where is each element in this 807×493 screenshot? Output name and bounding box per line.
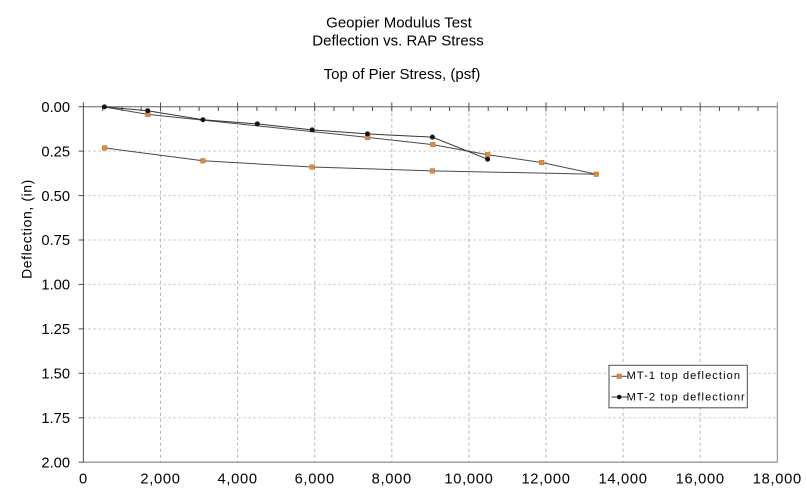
- svg-text:Deflection, (in): Deflection, (in): [19, 179, 35, 279]
- svg-text:12,000: 12,000: [521, 472, 570, 488]
- svg-text:1.00: 1.00: [41, 278, 70, 294]
- svg-text:4,000: 4,000: [217, 472, 257, 488]
- svg-text:0.00: 0.00: [41, 100, 70, 116]
- svg-text:0: 0: [79, 472, 88, 488]
- svg-text:10,000: 10,000: [444, 472, 493, 488]
- svg-text:8,000: 8,000: [372, 472, 412, 488]
- svg-text:1.50: 1.50: [41, 367, 70, 383]
- svg-text:0.50: 0.50: [41, 189, 70, 205]
- svg-text:1.75: 1.75: [41, 411, 70, 427]
- svg-text:2.00: 2.00: [41, 455, 70, 471]
- svg-text:2,000: 2,000: [140, 472, 180, 488]
- svg-text:Top of Pier Stress, (psf): Top of Pier Stress, (psf): [324, 66, 481, 83]
- svg-text:0.75: 0.75: [41, 233, 70, 249]
- svg-text:16,000: 16,000: [676, 472, 725, 488]
- svg-text:Deflection vs. RAP Stress: Deflection vs. RAP Stress: [312, 33, 483, 50]
- svg-text:14,000: 14,000: [599, 472, 648, 488]
- svg-text:MT-2 top deflectionr: MT-2 top deflectionr: [627, 391, 746, 403]
- svg-text:6,000: 6,000: [295, 472, 335, 488]
- svg-text:18,000: 18,000: [753, 472, 802, 488]
- svg-text:1.25: 1.25: [41, 322, 70, 338]
- svg-text:MT-1 top deflection: MT-1 top deflection: [627, 370, 741, 382]
- svg-text:0.25: 0.25: [41, 144, 70, 160]
- svg-text:Geopier Modulus Test: Geopier Modulus Test: [326, 15, 472, 32]
